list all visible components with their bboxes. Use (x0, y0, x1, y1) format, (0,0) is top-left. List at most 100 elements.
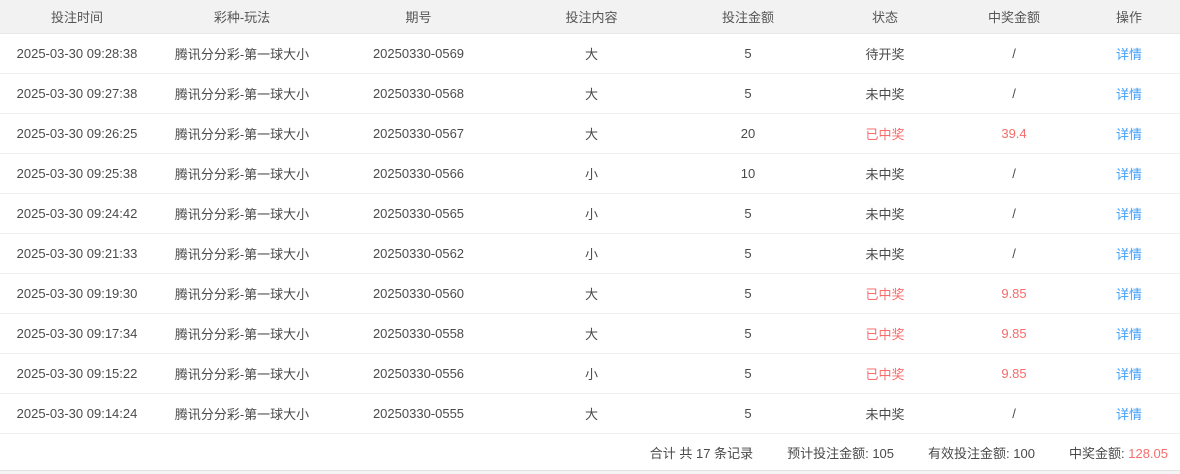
action-cell: 详情 (1078, 393, 1180, 434)
total-win-amount-value: 128.05 (1128, 445, 1168, 461)
bet-content-cell: 大 (507, 393, 676, 434)
status-cell: 未中奖 (820, 73, 950, 114)
issue-number-cell: 20250330-0565 (330, 193, 507, 234)
status-cell: 未中奖 (820, 393, 950, 434)
bet-time-cell: 2025-03-30 09:19:30 (0, 273, 154, 314)
issue-number-cell: 20250330-0569 (330, 33, 507, 74)
action-cell: 详情 (1078, 33, 1180, 74)
bet-content-cell: 小 (507, 193, 676, 234)
column-header-bet-content: 投注内容 (507, 0, 676, 34)
status-cell: 未中奖 (820, 233, 950, 274)
issue-number-cell: 20250330-0555 (330, 393, 507, 434)
status-cell: 已中奖 (820, 313, 950, 354)
status-cell: 已中奖 (820, 273, 950, 314)
win-amount-cell: / (950, 393, 1078, 434)
total-records-text: 合计 共 17 条记录 (649, 445, 754, 461)
column-header-win-amount: 中奖金额 (950, 0, 1078, 34)
lottery-play-cell: 腾讯分分彩-第一球大小 (154, 153, 330, 194)
bet-amount-cell: 5 (676, 193, 820, 234)
expected-bet-amount-value: 105 (872, 445, 895, 461)
table-row: 2025-03-30 09:14:24 腾讯分分彩-第一球大小 20250330… (0, 393, 1180, 434)
lottery-play-cell: 腾讯分分彩-第一球大小 (154, 393, 330, 434)
column-header-bet-time: 投注时间 (0, 0, 154, 34)
status-cell: 未中奖 (820, 153, 950, 194)
win-amount-cell: / (950, 33, 1078, 74)
bet-time-cell: 2025-03-30 09:14:24 (0, 393, 154, 434)
status-cell: 已中奖 (820, 353, 950, 394)
table-row: 2025-03-30 09:24:42 腾讯分分彩-第一球大小 20250330… (0, 193, 1180, 234)
bet-records-table: 投注时间 彩种-玩法 期号 投注内容 投注金额 状态 中奖金额 操作 2025-… (0, 0, 1180, 434)
lottery-play-cell: 腾讯分分彩-第一球大小 (154, 33, 330, 74)
detail-link[interactable]: 详情 (1115, 47, 1142, 62)
lottery-play-cell: 腾讯分分彩-第一球大小 (154, 313, 330, 354)
bet-time-cell: 2025-03-30 09:15:22 (0, 353, 154, 394)
issue-number-cell: 20250330-0560 (330, 273, 507, 314)
bet-time-cell: 2025-03-30 09:24:42 (0, 193, 154, 234)
action-cell: 详情 (1078, 273, 1180, 314)
lottery-play-cell: 腾讯分分彩-第一球大小 (154, 193, 330, 234)
lottery-play-cell: 腾讯分分彩-第一球大小 (154, 233, 330, 274)
table-row: 2025-03-30 09:27:38 腾讯分分彩-第一球大小 20250330… (0, 73, 1180, 114)
issue-number-cell: 20250330-0567 (330, 113, 507, 154)
action-cell: 详情 (1078, 193, 1180, 234)
bet-content-cell: 大 (507, 73, 676, 114)
valid-bet-amount-value: 100 (1013, 445, 1035, 461)
table-row: 2025-03-30 09:15:22 腾讯分分彩-第一球大小 20250330… (0, 353, 1180, 394)
win-amount-cell: / (950, 193, 1078, 234)
bet-time-cell: 2025-03-30 09:25:38 (0, 153, 154, 194)
detail-link[interactable]: 详情 (1115, 127, 1142, 142)
table-row: 2025-03-30 09:25:38 腾讯分分彩-第一球大小 20250330… (0, 153, 1180, 194)
bet-time-cell: 2025-03-30 09:26:25 (0, 113, 154, 154)
bet-content-cell: 小 (507, 353, 676, 394)
bet-time-cell: 2025-03-30 09:17:34 (0, 313, 154, 354)
table-row: 2025-03-30 09:26:25 腾讯分分彩-第一球大小 20250330… (0, 113, 1180, 154)
column-header-issue: 期号 (330, 0, 507, 34)
bet-amount-cell: 5 (676, 313, 820, 354)
status-cell: 待开奖 (820, 33, 950, 74)
bet-amount-cell: 5 (676, 393, 820, 434)
lottery-play-cell: 腾讯分分彩-第一球大小 (154, 353, 330, 394)
valid-bet-amount-label: 有效投注金额: (928, 445, 1010, 461)
column-header-action: 操作 (1078, 0, 1180, 34)
bet-amount-cell: 20 (676, 113, 820, 154)
detail-link[interactable]: 详情 (1115, 287, 1142, 302)
summary-footer: 合计 共 17 条记录 预计投注金额: 105 有效投注金额: 100 中奖金额… (0, 434, 1180, 471)
bet-content-cell: 大 (507, 273, 676, 314)
issue-number-cell: 20250330-0568 (330, 73, 507, 114)
win-amount-cell: / (950, 233, 1078, 274)
expected-bet-amount: 预计投注金额: 105 (787, 443, 894, 462)
bet-content-cell: 小 (507, 153, 676, 194)
action-cell: 详情 (1078, 153, 1180, 194)
win-amount-cell: / (950, 73, 1078, 114)
action-cell: 详情 (1078, 313, 1180, 354)
detail-link[interactable]: 详情 (1115, 247, 1142, 262)
bet-content-cell: 大 (507, 313, 676, 354)
table-row: 2025-03-30 09:21:33 腾讯分分彩-第一球大小 20250330… (0, 233, 1180, 274)
column-header-bet-amount: 投注金额 (676, 0, 820, 34)
status-cell: 已中奖 (820, 113, 950, 154)
bet-amount-cell: 5 (676, 353, 820, 394)
table-row: 2025-03-30 09:28:38 腾讯分分彩-第一球大小 20250330… (0, 33, 1180, 74)
detail-link[interactable]: 详情 (1115, 367, 1142, 382)
issue-number-cell: 20250330-0566 (330, 153, 507, 194)
detail-link[interactable]: 详情 (1115, 87, 1142, 102)
action-cell: 详情 (1078, 233, 1180, 274)
win-amount-cell: 9.85 (950, 353, 1078, 394)
detail-link[interactable]: 详情 (1115, 407, 1142, 422)
action-cell: 详情 (1078, 73, 1180, 114)
bet-amount-cell: 5 (676, 73, 820, 114)
detail-link[interactable]: 详情 (1115, 207, 1142, 222)
issue-number-cell: 20250330-0562 (330, 233, 507, 274)
issue-number-cell: 20250330-0556 (330, 353, 507, 394)
lottery-play-cell: 腾讯分分彩-第一球大小 (154, 113, 330, 154)
bet-time-cell: 2025-03-30 09:27:38 (0, 73, 154, 114)
win-amount-cell: 39.4 (950, 113, 1078, 154)
table-body: 2025-03-30 09:28:38 腾讯分分彩-第一球大小 20250330… (0, 33, 1180, 434)
total-win-amount-label: 中奖金额: (1068, 445, 1125, 461)
detail-link[interactable]: 详情 (1115, 167, 1142, 182)
table-row: 2025-03-30 09:17:34 腾讯分分彩-第一球大小 20250330… (0, 313, 1180, 354)
win-amount-cell: 9.85 (950, 313, 1078, 354)
detail-link[interactable]: 详情 (1115, 327, 1142, 342)
lottery-play-cell: 腾讯分分彩-第一球大小 (154, 73, 330, 114)
bet-amount-cell: 5 (676, 33, 820, 74)
